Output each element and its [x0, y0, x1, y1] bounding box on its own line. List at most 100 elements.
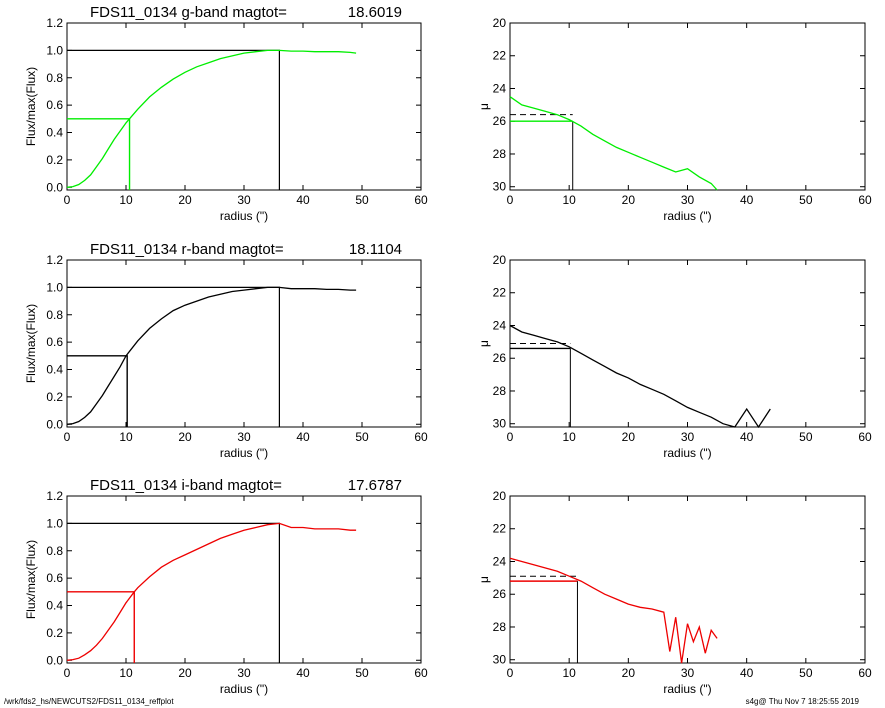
y-tick-label: 24 — [493, 554, 507, 568]
x-tick-label: 30 — [237, 430, 251, 444]
y-tick-label: 0.4 — [46, 126, 63, 140]
x-tick-label: 10 — [119, 193, 133, 207]
y-axis-label: Flux/max(Flux) — [24, 304, 38, 383]
x-tick-label: 20 — [178, 193, 192, 207]
x-tick-label: 50 — [799, 430, 813, 444]
x-tick-label: 30 — [681, 666, 695, 680]
y-tick-label: 24 — [493, 318, 507, 332]
y-tick-label: 1.2 — [46, 489, 63, 503]
max-flux-marker — [67, 49, 280, 190]
x-tick-label: 50 — [355, 430, 369, 444]
x-tick-label: 50 — [355, 666, 369, 680]
panel-g-growth-curve: 0 10 20 30 40 50 60 0.0 0.2 0.4 0.6 0.8 1.0 1.2 radius… — [24, 4, 428, 223]
y-tick-label: 26 — [493, 114, 507, 128]
x-tick-label: 10 — [562, 193, 576, 207]
x-tick-label: 60 — [858, 666, 872, 680]
max-flux-marker — [67, 286, 280, 427]
y-tick-label: 30 — [493, 180, 507, 194]
y-tick-label: 22 — [493, 49, 507, 63]
half-flux-marker — [67, 355, 128, 427]
data-series-g — [509, 96, 718, 191]
y-tick-label: 1.2 — [46, 253, 63, 267]
panel-i-surface-brightness: 0 10 20 30 40 50 60 20 22 24 26 28 30 radius (") μ — [477, 489, 872, 696]
y-tick-label: 28 — [493, 620, 507, 634]
plot-frame — [509, 495, 866, 664]
y-axis-label: μ — [477, 576, 491, 583]
y-axis-label: Flux/max(Flux) — [24, 67, 38, 146]
chart-title: FDS11_0134 i-band magtot= — [90, 477, 282, 494]
plot-frame — [66, 495, 422, 664]
y-tick-label: 0.4 — [46, 363, 63, 377]
magtot-value: 18.6019 — [348, 4, 402, 21]
x-tick-label: 40 — [296, 430, 310, 444]
x-tick-label: 60 — [414, 193, 428, 207]
y-tick-label: 1.2 — [46, 16, 63, 30]
x-tick-label: 10 — [562, 666, 576, 680]
y-tick-label: 22 — [493, 522, 507, 536]
data-series-g — [66, 49, 357, 188]
x-tick-label: 10 — [119, 666, 133, 680]
data-series-i — [509, 557, 718, 664]
x-tick-label: 0 — [64, 430, 71, 444]
x-axis-label: radius (") — [663, 682, 711, 696]
y-tick-label: 1.0 — [46, 516, 63, 530]
y-tick-label: 0.2 — [46, 153, 63, 167]
x-tick-label: 10 — [119, 430, 133, 444]
chart-title: FDS11_0134 g-band magtot= — [90, 4, 287, 21]
y-tick-label: 30 — [493, 653, 507, 667]
y-tick-label: 26 — [493, 351, 507, 365]
y-tick-label: 20 — [493, 489, 507, 503]
x-axis-label: radius (") — [663, 209, 711, 223]
x-tick-label: 60 — [858, 193, 872, 207]
x-axis-label: radius (") — [220, 209, 268, 223]
y-tick-label: 1.0 — [46, 280, 63, 294]
y-tick-label: 0.0 — [46, 653, 63, 667]
panel-r-surface-brightness: 0 10 20 30 40 50 60 20 22 24 26 28 30 radius (") μ — [477, 253, 872, 460]
x-tick-label: 0 — [507, 666, 514, 680]
plot-frame — [509, 22, 866, 191]
x-tick-label: 0 — [507, 430, 514, 444]
data-series-i — [66, 522, 357, 661]
x-tick-label: 30 — [681, 430, 695, 444]
panel-i-growth-curve: 0 10 20 30 40 50 60 0.0 0.2 0.4 0.6 0.8 1.0 1.2 radius… — [24, 477, 428, 696]
x-tick-label: 50 — [799, 193, 813, 207]
y-axis-label: μ — [477, 103, 491, 110]
half-flux-marker — [67, 591, 135, 663]
panel-g-surface-brightness: 0 10 20 30 40 50 60 20 22 24 26 28 30 radius (") μ — [477, 16, 872, 223]
x-tick-label: 40 — [740, 193, 754, 207]
plot-frame — [66, 259, 422, 428]
y-tick-label: 30 — [493, 417, 507, 431]
y-tick-label: 0.8 — [46, 308, 63, 322]
y-tick-label: 0.2 — [46, 390, 63, 404]
x-tick-label: 10 — [562, 430, 576, 444]
y-tick-label: 0.6 — [46, 571, 63, 585]
y-tick-label: 0.6 — [46, 335, 63, 349]
y-tick-label: 0.6 — [46, 98, 63, 112]
x-tick-label: 20 — [622, 666, 636, 680]
x-tick-label: 20 — [622, 430, 636, 444]
data-series-r — [66, 286, 357, 425]
x-tick-label: 50 — [799, 666, 813, 680]
x-axis-label: radius (") — [220, 446, 268, 460]
x-tick-label: 20 — [622, 193, 636, 207]
y-tick-label: 20 — [493, 253, 507, 267]
x-tick-label: 20 — [178, 430, 192, 444]
y-axis-label: μ — [477, 340, 491, 347]
y-tick-label: 24 — [493, 81, 507, 95]
y-tick-label: 0.0 — [46, 417, 63, 431]
y-axis-label: Flux/max(Flux) — [24, 540, 38, 619]
x-tick-label: 50 — [355, 193, 369, 207]
footer-timestamp: s4g@ Thu Nov 7 18:25:55 2019 — [745, 697, 859, 706]
x-tick-label: 20 — [178, 666, 192, 680]
y-tick-label: 1.0 — [46, 43, 63, 57]
y-tick-label: 26 — [493, 587, 507, 601]
x-tick-label: 0 — [507, 193, 514, 207]
x-tick-label: 60 — [414, 430, 428, 444]
y-tick-label: 0.4 — [46, 599, 63, 613]
x-tick-label: 40 — [296, 666, 310, 680]
x-tick-label: 0 — [64, 666, 71, 680]
y-tick-label: 20 — [493, 16, 507, 30]
x-tick-label: 30 — [237, 666, 251, 680]
half-flux-marker — [67, 118, 131, 190]
